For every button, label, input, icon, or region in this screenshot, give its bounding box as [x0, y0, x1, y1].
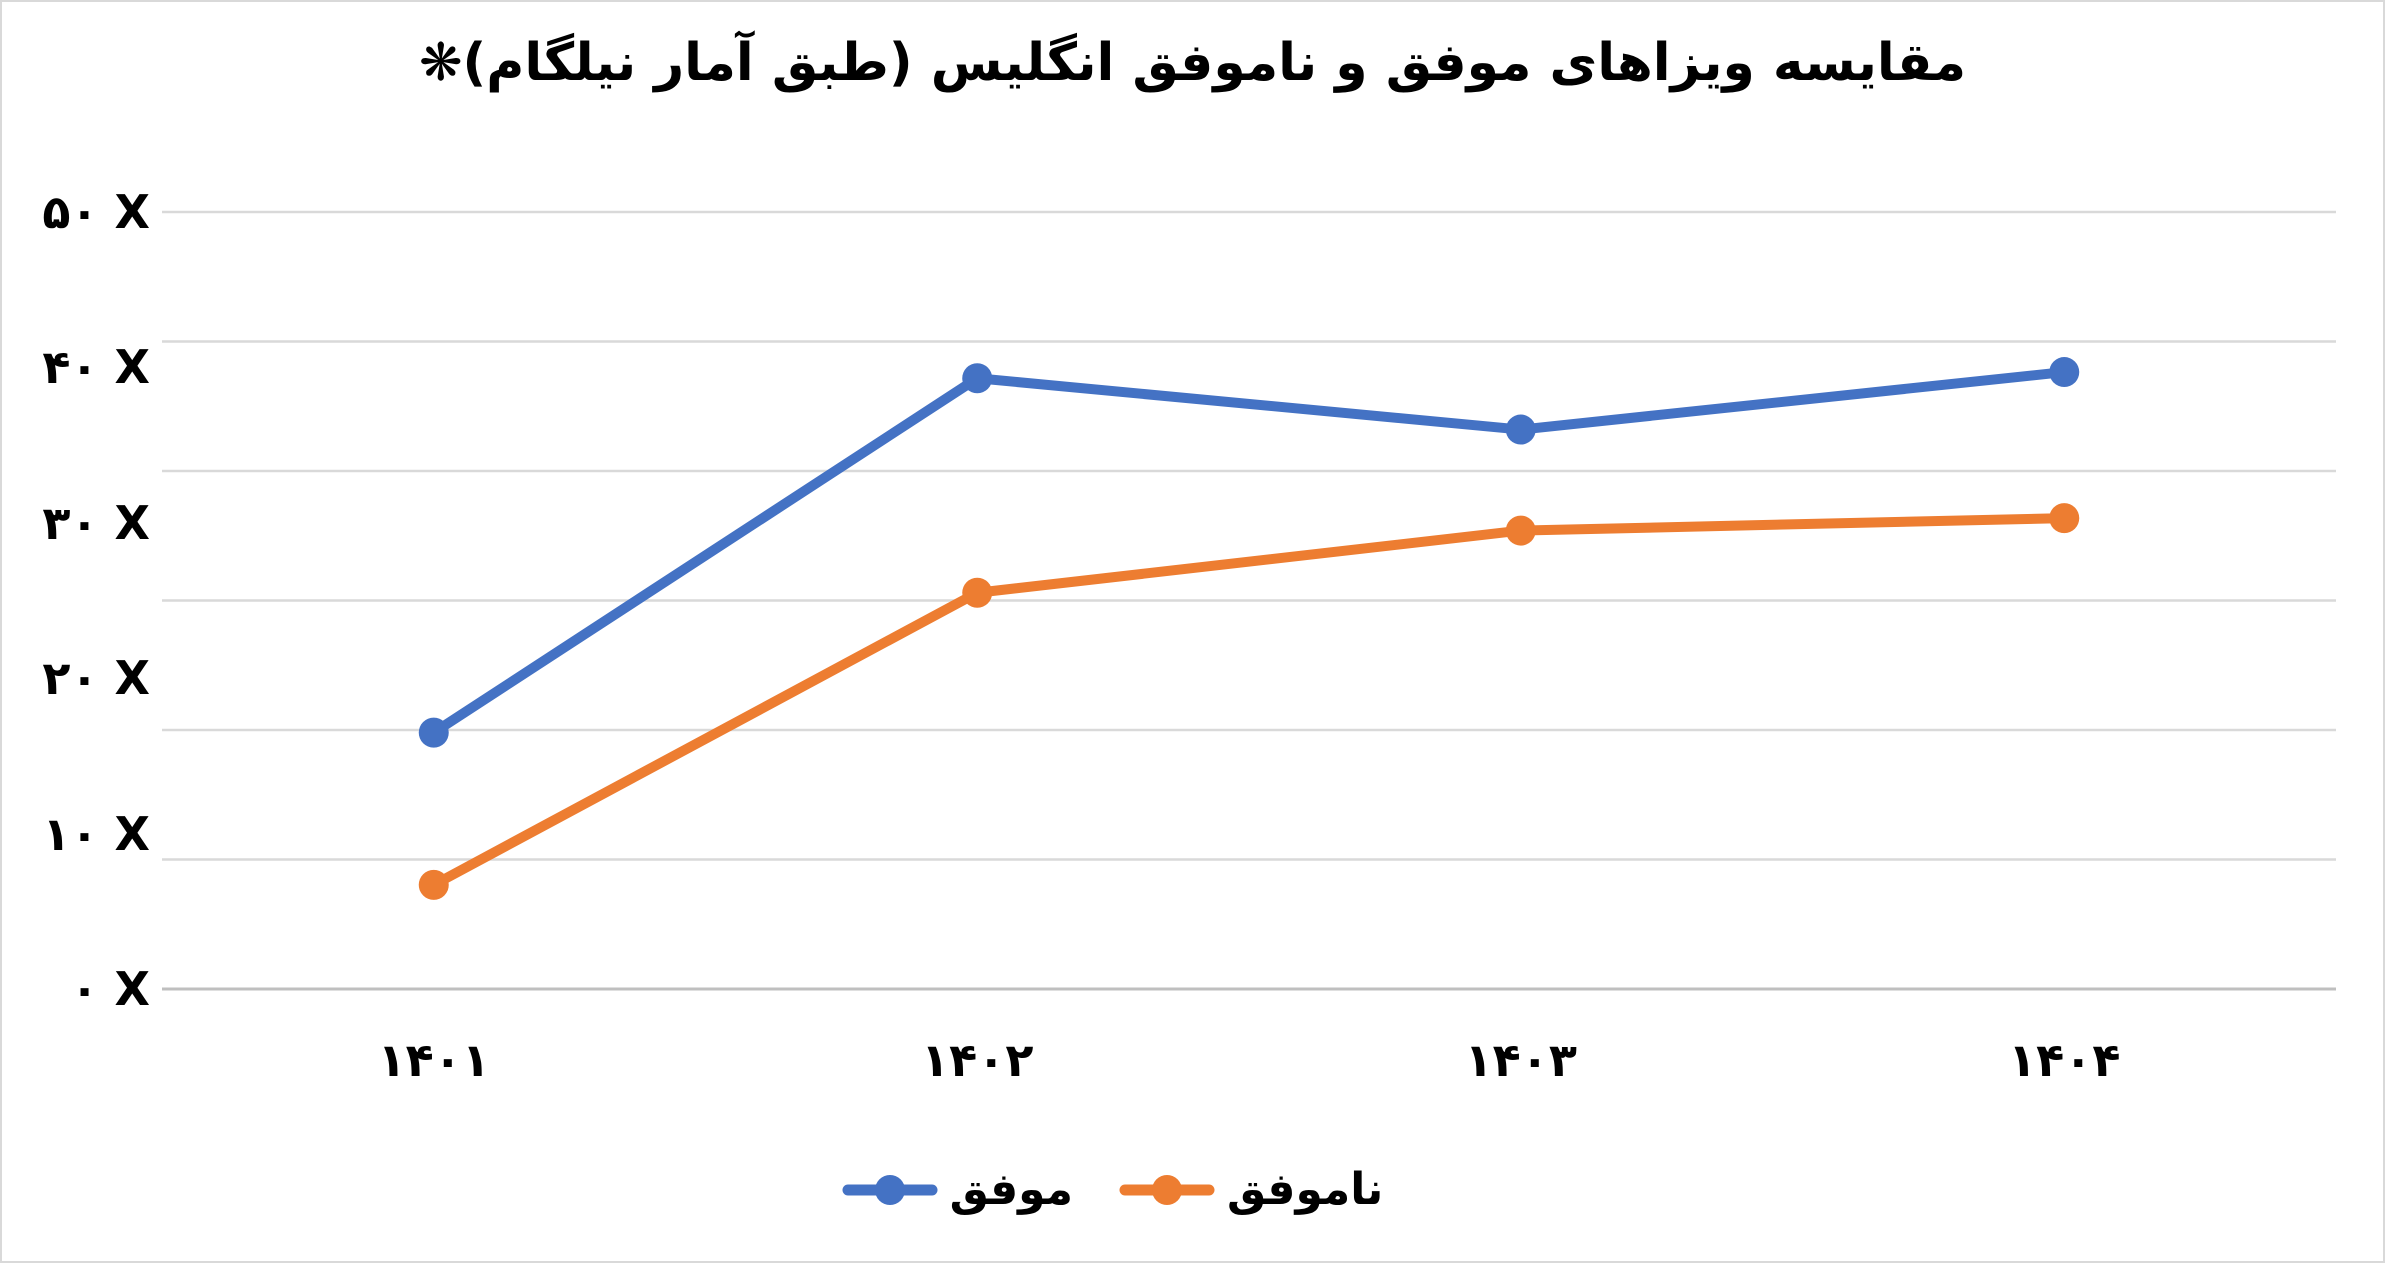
data-point-successful-1404	[2049, 357, 2080, 388]
y-axis-tick-50: ۵۰ X	[42, 185, 150, 239]
legend-label-unsuccessful: ناموفق	[1226, 1164, 1384, 1215]
legend-marker-unsuccessful-icon	[1119, 1175, 1215, 1205]
data-point-unsuccessful-1404	[2049, 503, 2080, 534]
legend-item-unsuccessful: ناموفق	[1119, 1158, 1383, 1222]
data-point-successful-1402	[962, 363, 993, 394]
y-axis-tick-0: ۰ X	[70, 962, 150, 1016]
data-point-unsuccessful-1402	[962, 577, 993, 608]
y-axis-tick-40: ۴۰ X	[42, 340, 150, 395]
legend-label-successful: موفق	[949, 1164, 1073, 1215]
data-point-successful-1403	[1505, 414, 1536, 445]
series-line-unsuccessful	[428, 513, 2070, 890]
legend: موفق ناموفق	[2, 1150, 2303, 1230]
x-axis-tick-1402: ۱۴۰۲	[921, 1033, 1034, 1087]
y-axis-tick-10: ۱۰ X	[42, 806, 150, 861]
legend-marker-successful-icon	[842, 1175, 938, 1205]
x-axis-tick-1403: ۱۴۰۳	[1464, 1033, 1577, 1087]
data-point-unsuccessful-1403	[1505, 515, 1536, 546]
series-line-successful	[428, 367, 2070, 738]
chart-title: مقایسه ویزاهای موفق و ناموفق انگلیس (طبق…	[418, 33, 1967, 93]
data-point-unsuccessful-1401	[418, 869, 449, 900]
y-axis-tick-30: ۳۰ X	[42, 495, 150, 550]
x-axis-tick-1404: ۱۴۰۴	[2008, 1033, 2121, 1087]
y-axis-tick-20: ۲۰ X	[42, 651, 150, 706]
legend-item-successful: موفق	[842, 1158, 1073, 1222]
x-axis-tick-1401: ۱۴۰۱	[377, 1033, 490, 1087]
data-point-successful-1401	[418, 717, 449, 748]
